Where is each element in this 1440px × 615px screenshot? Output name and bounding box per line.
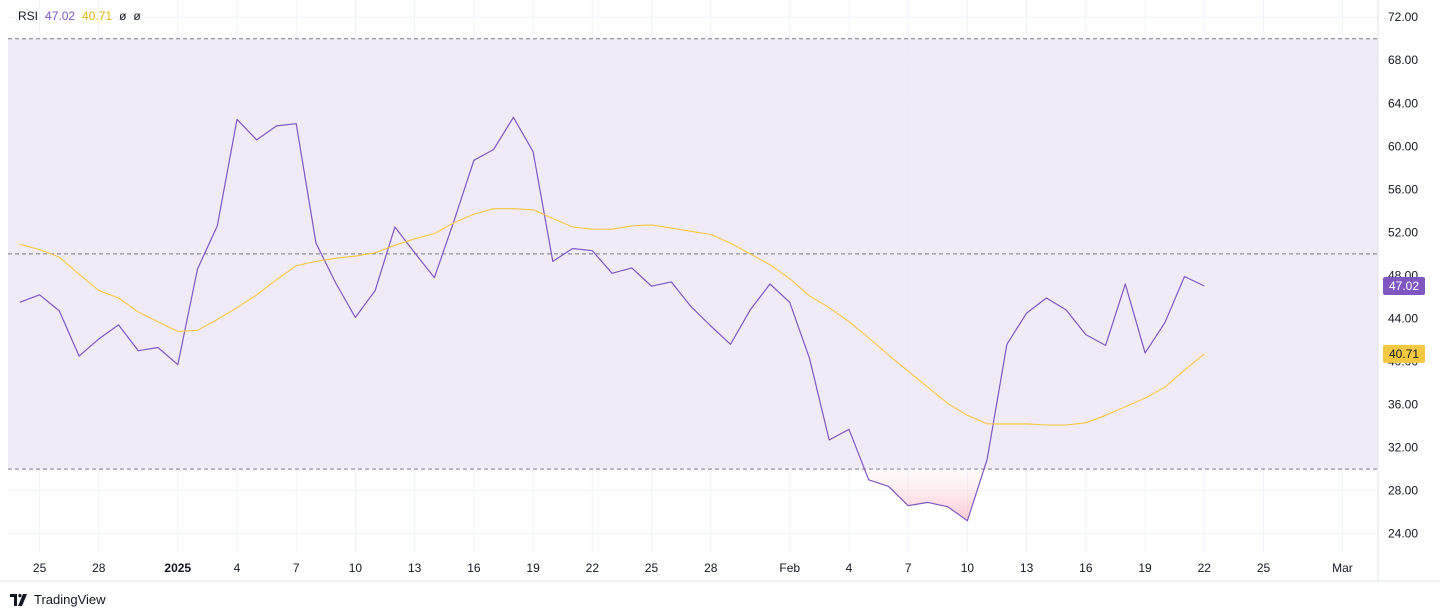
tradingview-footer[interactable]: TradingView bbox=[10, 592, 106, 607]
ma-last-value-tag bbox=[1383, 344, 1425, 363]
x-tick-label: 22 bbox=[586, 561, 600, 575]
oversold-fill-0 bbox=[864, 469, 984, 521]
x-tick-label: 4 bbox=[234, 561, 241, 575]
x-tick-label: 16 bbox=[467, 561, 481, 575]
x-tick-label: 25 bbox=[33, 561, 47, 575]
x-tick-label: 7 bbox=[293, 561, 300, 575]
time-axis[interactable]: 25 28 2025 4 7 10 13 16 19 22 25 28 Feb 4 7 10 13 16 19 22 2… bbox=[0, 561, 1440, 582]
x-tick-label: 19 bbox=[1138, 561, 1152, 575]
x-tick-label: 7 bbox=[905, 561, 912, 575]
ma-line bbox=[19, 208, 1205, 426]
price-axis[interactable]: 24.0028.0032.0036.0040.0044.0048.0052.00… bbox=[1377, 0, 1418, 581]
legend-null-2: ø bbox=[133, 9, 141, 23]
y-tick-label: 72.00 bbox=[1388, 10, 1418, 24]
y-tick-label: 68.00 bbox=[1388, 53, 1418, 67]
x-tick-label: 10 bbox=[961, 561, 975, 575]
tradingview-logo-icon bbox=[10, 593, 27, 606]
rsi-last-value-tag bbox=[1383, 276, 1425, 295]
legend-title: RSI bbox=[18, 9, 39, 23]
x-tick-label: 28 bbox=[704, 561, 718, 575]
last-value-labels: 47.02 40.71 bbox=[1383, 276, 1425, 363]
x-tick-label: 16 bbox=[1079, 561, 1093, 575]
x-tick-label: 13 bbox=[408, 561, 422, 575]
x-tick-label: 28 bbox=[92, 561, 106, 575]
rsi-last-value-label: 47.02 bbox=[1389, 279, 1419, 293]
y-tick-label: 32.00 bbox=[1388, 441, 1418, 455]
y-tick-label: 56.00 bbox=[1388, 182, 1418, 196]
x-tick-label: 19 bbox=[526, 561, 540, 575]
y-tick-label: 36.00 bbox=[1388, 398, 1418, 412]
y-tick-label: 24.00 bbox=[1388, 527, 1418, 541]
indicator-legend[interactable]: RSI 47.02 40.71 ø ø bbox=[18, 9, 141, 23]
x-tick-label: 10 bbox=[349, 561, 363, 575]
ma-last-value-label: 40.71 bbox=[1389, 347, 1419, 361]
legend-rsi-value: 47.02 bbox=[45, 9, 76, 23]
rsi-line bbox=[19, 116, 1205, 522]
legend-null-1: ø bbox=[119, 9, 127, 23]
legend-ma-value: 40.71 bbox=[82, 9, 113, 23]
x-tick-label: 25 bbox=[1257, 561, 1271, 575]
rsi-band bbox=[8, 38, 1378, 470]
y-tick-label: 28.00 bbox=[1388, 484, 1418, 498]
y-tick-label: 44.00 bbox=[1388, 311, 1418, 325]
x-tick-label: 25 bbox=[645, 561, 659, 575]
x-tick-label: Mar bbox=[1332, 561, 1353, 575]
y-tick-label: 52.00 bbox=[1388, 225, 1418, 239]
x-tick-label: 2025 bbox=[164, 561, 191, 575]
footer-brand: TradingView bbox=[34, 592, 106, 607]
series-layer bbox=[19, 116, 1205, 522]
x-tick-label: Feb bbox=[779, 561, 800, 575]
x-tick-label: 22 bbox=[1198, 561, 1212, 575]
y-tick-label: 60.00 bbox=[1388, 139, 1418, 153]
x-tick-label: 13 bbox=[1020, 561, 1034, 575]
y-tick-label: 64.00 bbox=[1388, 96, 1418, 110]
x-tick-label: 4 bbox=[846, 561, 853, 575]
